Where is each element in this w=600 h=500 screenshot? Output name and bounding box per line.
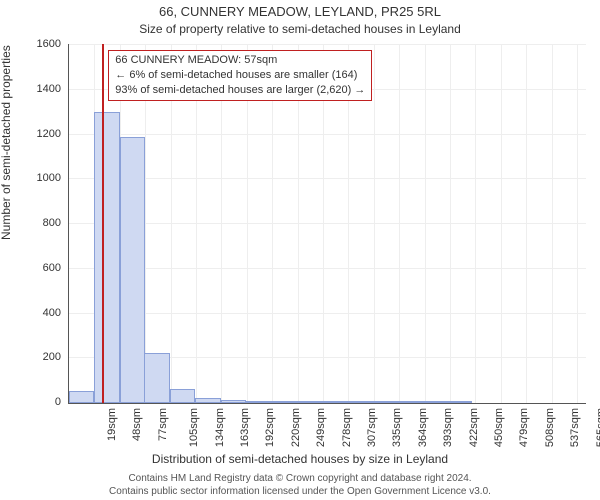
x-tick-label: 508sqm bbox=[544, 408, 556, 447]
y-tick-label: 1400 bbox=[37, 83, 61, 95]
gridline-v bbox=[526, 44, 527, 403]
gridline-v bbox=[450, 44, 451, 403]
x-tick-label: 335sqm bbox=[392, 408, 404, 447]
x-tick-label: 393sqm bbox=[442, 408, 454, 447]
x-tick-label: 479sqm bbox=[519, 408, 531, 447]
histogram-bar bbox=[397, 401, 422, 403]
histogram-bar bbox=[270, 401, 295, 403]
y-tick-label: 1000 bbox=[37, 172, 61, 184]
y-tick-label: 1600 bbox=[37, 38, 61, 50]
x-tick-label: 565sqm bbox=[595, 408, 600, 447]
gridline-h bbox=[69, 178, 586, 179]
gridline-v bbox=[552, 44, 553, 403]
chart-footer: Contains HM Land Registry data © Crown c… bbox=[0, 473, 600, 498]
histogram-bar bbox=[69, 391, 94, 403]
gridline-h bbox=[69, 268, 586, 269]
gridline-v bbox=[399, 44, 400, 403]
chart-title: 66, CUNNERY MEADOW, LEYLAND, PR25 5RL bbox=[0, 4, 600, 19]
x-tick-label: 422sqm bbox=[468, 408, 480, 447]
y-tick-label: 400 bbox=[43, 307, 61, 319]
gridline-v bbox=[501, 44, 502, 403]
footer-line-1: Contains HM Land Registry data © Crown c… bbox=[0, 473, 600, 486]
chart-subtitle: Size of property relative to semi-detach… bbox=[0, 22, 600, 36]
callout-line-3: 93% of semi-detached houses are larger (… bbox=[115, 83, 365, 98]
x-tick-label: 163sqm bbox=[239, 408, 251, 447]
x-tick-label: 77sqm bbox=[157, 408, 169, 441]
x-tick-label: 249sqm bbox=[315, 408, 327, 447]
y-tick-label: 0 bbox=[55, 396, 61, 408]
x-tick-label: 220sqm bbox=[290, 408, 302, 447]
y-tick-label: 600 bbox=[43, 262, 61, 274]
histogram-bar bbox=[120, 137, 145, 403]
x-tick-label: 450sqm bbox=[493, 408, 505, 447]
histogram-bar bbox=[221, 400, 246, 403]
callout-line-2: ← 6% of semi-detached houses are smaller… bbox=[115, 68, 365, 83]
x-tick-label: 278sqm bbox=[341, 408, 353, 447]
x-tick-label: 48sqm bbox=[131, 408, 143, 441]
x-tick-label: 19sqm bbox=[106, 408, 118, 441]
x-tick-label: 537sqm bbox=[569, 408, 581, 447]
y-tick-label: 200 bbox=[43, 351, 61, 363]
y-tick-label: 1200 bbox=[37, 128, 61, 140]
y-tick-label: 800 bbox=[43, 217, 61, 229]
histogram-bar bbox=[422, 401, 447, 403]
gridline-h bbox=[69, 44, 586, 45]
x-tick-label: 134sqm bbox=[214, 408, 226, 447]
gridline-h bbox=[69, 134, 586, 135]
x-tick-label: 364sqm bbox=[417, 408, 429, 447]
gridline-v bbox=[425, 44, 426, 403]
gridline-v bbox=[374, 44, 375, 403]
histogram-bar bbox=[371, 401, 396, 403]
gridline-h bbox=[69, 223, 586, 224]
subject-marker-line bbox=[102, 44, 104, 403]
histogram-bar bbox=[170, 389, 195, 403]
histogram-bar bbox=[321, 401, 346, 403]
histogram-bar bbox=[94, 112, 119, 403]
histogram-bar bbox=[296, 401, 321, 403]
histogram-bar bbox=[144, 353, 169, 403]
gridline-v bbox=[475, 44, 476, 403]
histogram-bar bbox=[245, 401, 270, 403]
x-tick-label: 105sqm bbox=[188, 408, 200, 447]
x-tick-label: 307sqm bbox=[366, 408, 378, 447]
marker-callout: 66 CUNNERY MEADOW: 57sqm ← 6% of semi-de… bbox=[108, 50, 372, 101]
y-axis-label: Number of semi-detached properties bbox=[0, 45, 13, 240]
x-axis-label: Distribution of semi-detached houses by … bbox=[0, 452, 600, 466]
footer-line-2: Contains public sector information licen… bbox=[0, 486, 600, 499]
plot-area: 0200400600800100012001400160019sqm48sqm7… bbox=[68, 44, 586, 404]
gridline-v bbox=[577, 44, 578, 403]
histogram-bar bbox=[346, 401, 371, 403]
gridline-h bbox=[69, 313, 586, 314]
histogram-bar bbox=[195, 398, 220, 403]
histogram-bar bbox=[447, 401, 472, 403]
x-tick-label: 192sqm bbox=[265, 408, 277, 447]
callout-line-1: 66 CUNNERY MEADOW: 57sqm bbox=[115, 53, 365, 68]
